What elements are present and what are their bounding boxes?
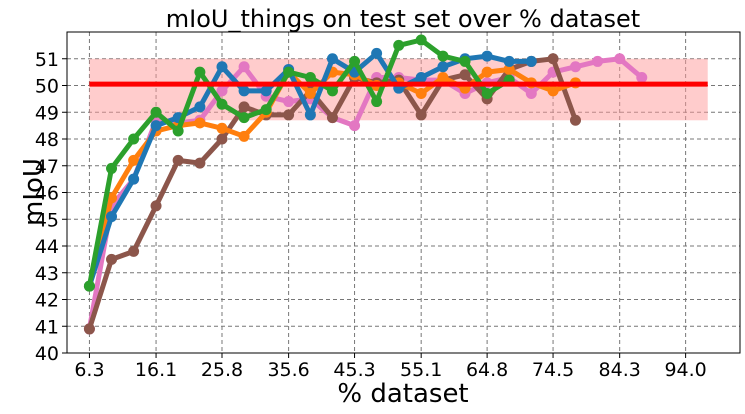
data-point: [459, 55, 471, 67]
y-axis-ticks: 40 41 42 43 44 45 46 47 48 49 50 51: [35, 49, 67, 365]
data-point: [415, 88, 427, 100]
data-point: [283, 109, 295, 121]
data-point: [481, 66, 493, 78]
y-tick-label: 50: [35, 76, 59, 98]
x-tick-label: 74.5: [532, 359, 574, 381]
data-point: [238, 112, 250, 124]
x-tick-label: 55.1: [400, 359, 442, 381]
x-tick-label: 84.3: [599, 359, 641, 381]
data-point: [283, 96, 295, 108]
data-point: [459, 69, 471, 81]
data-point: [614, 53, 626, 65]
data-point: [238, 85, 250, 97]
data-point: [371, 96, 383, 108]
data-point: [304, 109, 316, 121]
data-point: [83, 280, 95, 292]
data-point: [128, 133, 140, 145]
data-point: [569, 61, 581, 73]
data-point: [238, 101, 250, 113]
data-point: [437, 50, 449, 62]
x-tick-label: 25.8: [201, 359, 243, 381]
data-point: [349, 120, 361, 132]
data-point: [437, 61, 449, 73]
data-point: [172, 154, 184, 166]
data-point: [150, 120, 162, 132]
data-point: [172, 125, 184, 137]
chart-title: mIoU_things on test set over % dataset: [166, 5, 640, 33]
data-point: [238, 61, 250, 73]
data-point: [371, 47, 383, 59]
data-point: [393, 39, 405, 51]
data-point: [525, 88, 537, 100]
data-point: [503, 55, 515, 67]
y-tick-label: 46: [35, 183, 59, 205]
y-tick-label: 47: [35, 156, 59, 178]
data-point: [547, 85, 559, 97]
data-point: [326, 53, 338, 65]
y-tick-label: 44: [35, 236, 59, 258]
data-point: [106, 253, 118, 265]
data-point: [216, 98, 228, 110]
y-tick-label: 43: [35, 263, 59, 285]
data-point: [525, 55, 537, 67]
data-point: [437, 71, 449, 83]
data-point: [349, 55, 361, 67]
data-point: [150, 106, 162, 118]
y-tick-label: 41: [35, 316, 59, 338]
data-point: [216, 133, 228, 145]
x-tick-label: 16.1: [135, 359, 177, 381]
data-point: [326, 85, 338, 97]
data-point: [283, 66, 295, 78]
y-tick-label: 40: [35, 343, 59, 365]
data-point: [503, 63, 515, 75]
data-point: [326, 112, 338, 124]
y-axis-label: mIoU: [19, 158, 49, 226]
series-5: [83, 34, 515, 292]
x-axis-ticks: 6.3 16.1 25.8 35.6 45.3 55.1 64.8 74.5 84.3 94.0: [74, 353, 707, 381]
data-point: [194, 66, 206, 78]
data-point: [216, 85, 228, 97]
y-tick-label: 49: [35, 102, 59, 124]
data-point: [569, 114, 581, 126]
x-tick-label: 64.8: [466, 359, 508, 381]
y-tick-label: 48: [35, 129, 59, 151]
data-point: [481, 50, 493, 62]
data-point: [194, 117, 206, 129]
y-tick-label: 45: [35, 209, 59, 231]
data-point: [304, 88, 316, 100]
data-point: [128, 245, 140, 257]
data-point: [481, 88, 493, 100]
data-point: [304, 71, 316, 83]
data-point: [216, 122, 228, 134]
data-point: [194, 157, 206, 169]
series-group: [83, 34, 648, 335]
data-point: [106, 162, 118, 174]
data-point: [415, 71, 427, 83]
data-point: [83, 323, 95, 335]
data-point: [216, 61, 228, 73]
data-point: [260, 104, 272, 116]
x-tick-label: 35.6: [267, 359, 309, 381]
data-point: [592, 55, 604, 67]
x-tick-label: 45.3: [333, 359, 375, 381]
data-point: [106, 211, 118, 223]
data-point: [415, 109, 427, 121]
data-point: [415, 34, 427, 46]
data-point: [194, 101, 206, 113]
x-axis-label: % dataset: [337, 379, 468, 409]
data-point: [150, 200, 162, 212]
data-point: [547, 53, 559, 65]
x-tick-label: 94.0: [664, 359, 706, 381]
data-point: [260, 85, 272, 97]
data-point: [238, 130, 250, 142]
data-point: [636, 71, 648, 83]
data-point: [128, 154, 140, 166]
x-tick-label: 6.3: [74, 359, 104, 381]
data-point: [128, 173, 140, 185]
y-tick-label: 42: [35, 290, 59, 312]
y-tick-label: 51: [35, 49, 59, 71]
